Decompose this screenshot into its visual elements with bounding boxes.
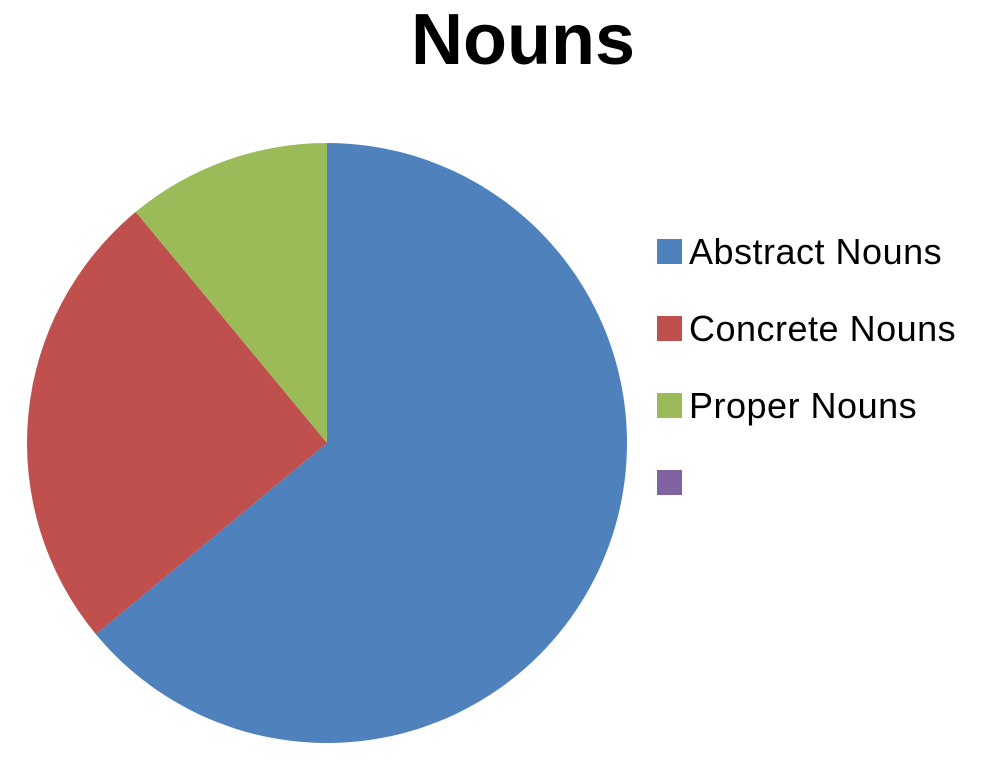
legend-label-abstract-nouns: Abstract Nouns (689, 230, 943, 272)
legend-swatch-empty-series (657, 470, 682, 495)
legend: Abstract Nouns Concrete Nouns Proper Nou… (657, 233, 956, 547)
legend-item-proper-nouns[interactable]: Proper Nouns (657, 387, 956, 423)
legend-item-abstract-nouns[interactable]: Abstract Nouns (657, 233, 956, 269)
legend-swatch-concrete-nouns (657, 316, 682, 341)
legend-item-concrete-nouns[interactable]: Concrete Nouns (657, 310, 956, 346)
legend-item-empty-series[interactable] (657, 470, 956, 495)
legend-label-concrete-nouns: Concrete Nouns (689, 307, 957, 349)
pie-slice-proper-nouns[interactable] (135, 143, 327, 443)
pie-slice-concrete-nouns[interactable] (27, 211, 327, 635)
chart-title: Nouns (411, 0, 635, 80)
pie-chart[interactable] (27, 143, 627, 743)
legend-swatch-abstract-nouns (657, 239, 682, 264)
pie-slice-abstract-nouns[interactable] (95, 143, 627, 743)
legend-swatch-proper-nouns (657, 393, 682, 418)
legend-label-proper-nouns: Proper Nouns (689, 384, 918, 426)
